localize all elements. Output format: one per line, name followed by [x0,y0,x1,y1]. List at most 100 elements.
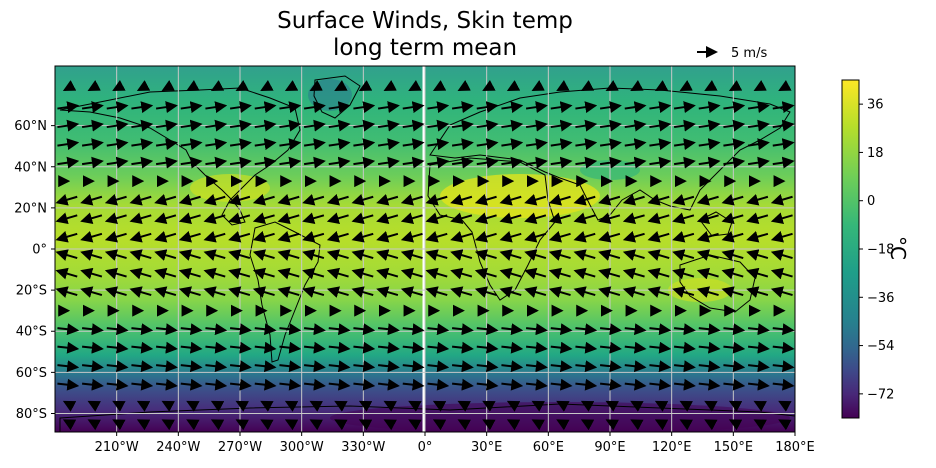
wind-arrow [599,360,622,373]
wind-arrow [673,323,696,336]
wind-arrow [136,419,151,431]
wind-arrow [129,212,152,225]
wind-arrow [400,230,423,243]
wind-arrow [302,267,325,280]
wind-arrow [87,419,101,431]
wind-arrow [210,80,225,91]
wind-arrow [62,80,77,91]
wind-arrow [746,193,769,206]
wind-arrow [778,400,792,412]
wind-arrow [353,119,376,132]
wind-arrow [57,138,80,151]
wind-arrow [624,323,647,336]
wind-arrow [402,119,425,132]
wind-arrow [525,378,548,391]
wind-arrow [55,267,78,280]
wind-arrow [377,156,400,169]
wind-arrow [186,419,200,431]
wind-arrow [599,341,622,354]
wind-arrow [334,419,348,431]
wind-arrow [573,267,596,280]
wind-arrow [303,341,326,354]
wind-arrow [302,230,325,243]
wind-arrow [260,400,274,412]
wind-arrow [550,378,573,391]
wind-arrow [180,138,203,151]
wind-arrow [252,249,275,261]
wind-arrow [326,193,349,206]
wind-arrow [229,360,252,373]
wind-arrow [575,156,598,169]
wind-arrow [326,249,349,261]
wind-arrow [334,80,348,91]
wind-arrow [408,80,422,91]
wind-arrow [328,360,351,373]
wind-arrow [476,101,499,114]
wind-arrow [499,212,522,225]
wind-arrow [377,341,400,354]
wind-arrow [252,230,275,243]
wind-arrow [351,267,374,280]
wind-arrow [624,119,647,132]
wind-arrow [425,212,448,225]
wind-arrow [721,286,744,298]
wind-arrow [457,80,471,91]
wind-arrow [309,80,323,91]
wind-arrow [696,212,719,225]
wind-arrow [654,419,669,431]
wind-arrow [696,249,719,261]
wind-arrow [402,360,425,373]
wind-arrow [624,378,647,391]
wind-arrow [427,138,450,151]
wind-arrow [180,341,203,354]
wind-arrow [624,138,647,151]
wind-arrow [746,230,769,243]
wind-arrow [451,341,474,354]
wind-arrow [531,419,545,431]
wind-arrow [155,360,178,373]
wind-arrow [506,419,521,431]
lon-tick-label: 180°E [775,440,815,455]
latitude-tick-labels: 60°N 40°N 20°N 0° 20°S 40°S 60°S 80°S [14,119,55,422]
wind-arrow [203,249,226,261]
wind-arrow [112,400,126,412]
wind-arrow [180,378,203,391]
wind-arrow [279,138,302,151]
wind-arrow [501,101,524,114]
wind-arrow [400,193,423,206]
wind-arrow [474,249,497,261]
wind-arrow [303,156,326,169]
wind-arrow [303,323,326,336]
wind-arrow [550,138,573,151]
wind-arrow [427,323,450,336]
wind-arrow [698,156,721,169]
wind-arrow [155,323,178,336]
wind-arrow [550,101,573,114]
wind-arrow [228,212,251,225]
wind-arrow [476,360,499,373]
wind-arrow [376,193,399,206]
wind-arrow [550,156,573,169]
wind-arrow [747,119,770,132]
wind-arrow [476,138,499,151]
wind-arrow [476,119,499,132]
wind-arrow [129,286,152,298]
wind-arrow [457,400,471,412]
wind-arrow [104,286,127,298]
wind-arrow [728,80,743,91]
wind-arrow [598,267,621,280]
wind-arrow [622,286,645,298]
wind-arrow [728,419,743,431]
wind-arrow [622,267,645,280]
wind-arrow [772,138,795,151]
wind-arrow [229,101,252,114]
wind-arrow [598,286,621,298]
wind-arrow [186,80,200,91]
wind-arrow [747,138,770,151]
wind-arrow [284,419,299,431]
wind-arrow [180,323,203,336]
wind-arrow [351,193,374,206]
wind-arrow [328,341,351,354]
wind-arrow [721,212,744,225]
wind-arrow [647,193,670,206]
